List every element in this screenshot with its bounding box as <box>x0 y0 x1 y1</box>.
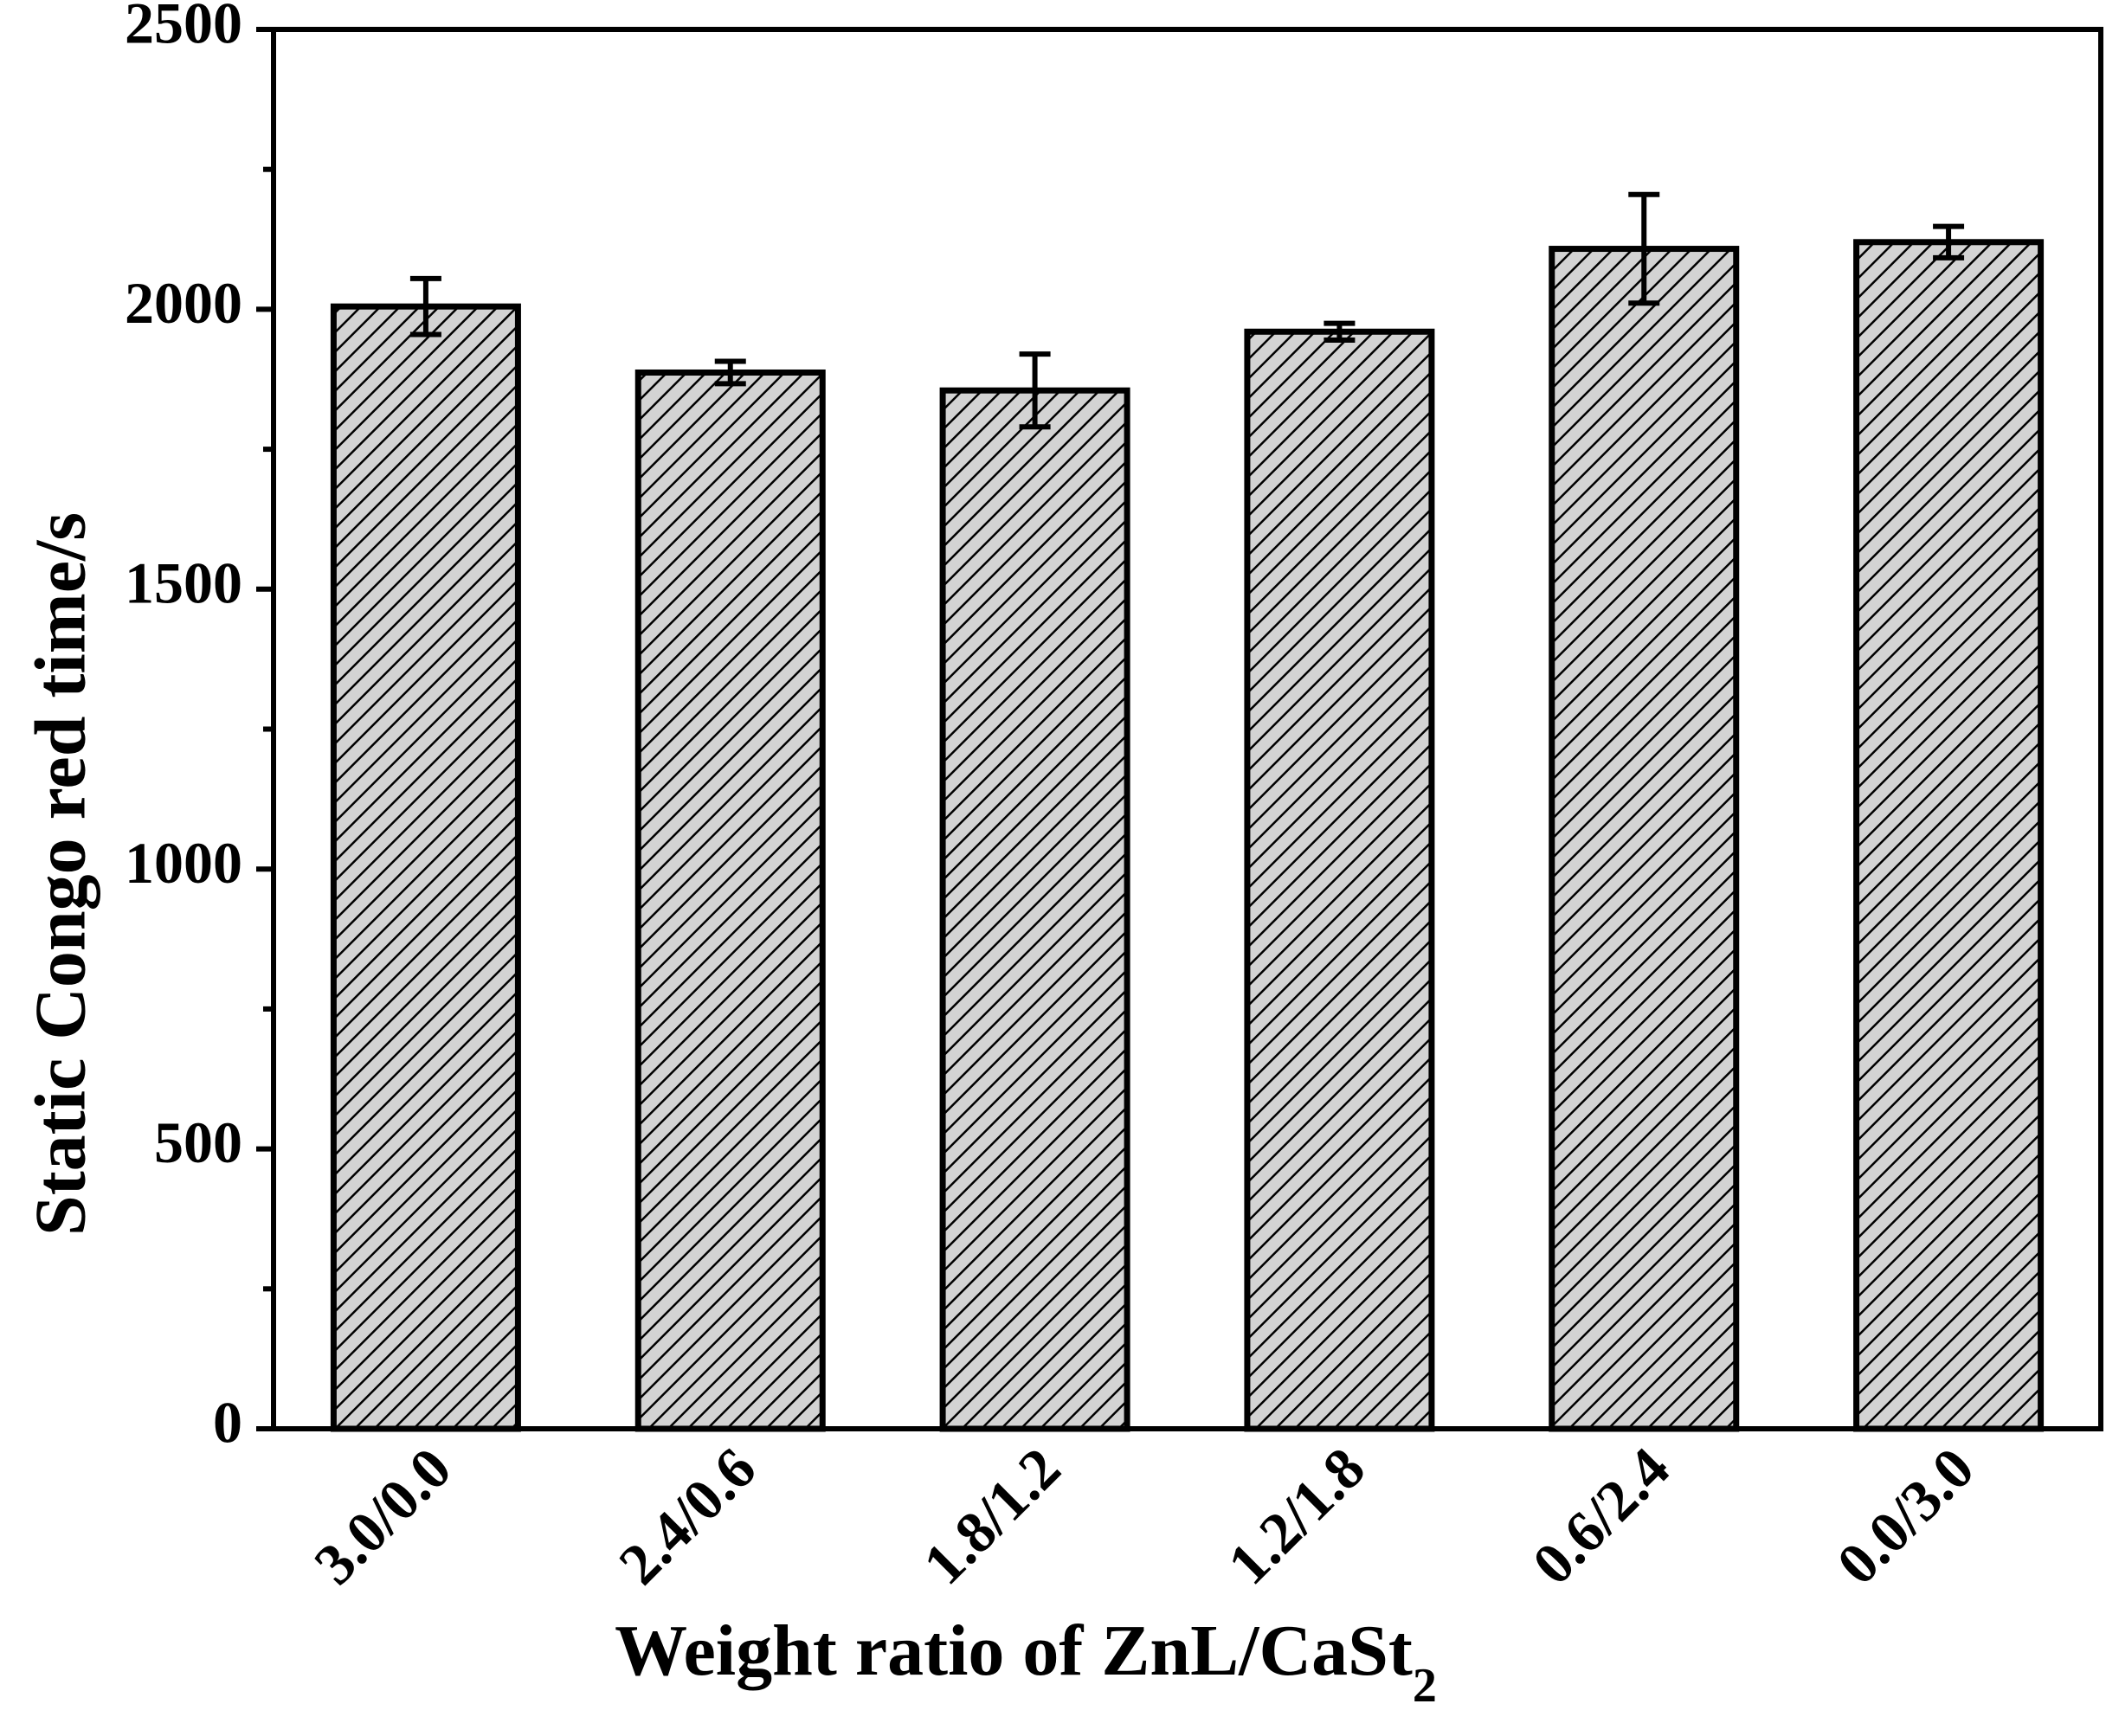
x-tick-label: 0.6/2.4 <box>1520 1435 1682 1597</box>
error-bars-layer <box>409 191 1965 430</box>
bar <box>634 369 826 1432</box>
bar <box>1244 328 1435 1432</box>
y-tick-label: 500 <box>154 1109 242 1175</box>
error-bar <box>714 358 746 387</box>
bar <box>1853 239 2045 1432</box>
y-tick-label: 2500 <box>125 0 242 56</box>
x-axis-title-subscript: 2 <box>1413 1659 1437 1713</box>
x-axis-title: Weight ratio of ZnL/CaSt2 <box>615 1611 1437 1713</box>
plot-frame <box>271 27 2103 1431</box>
error-bar <box>1933 223 1965 260</box>
error-bar <box>1628 191 1660 306</box>
x-axis-title-main: Weight ratio of ZnL/CaSt <box>615 1611 1413 1691</box>
x-tick-label: 3.0/0.0 <box>301 1435 463 1597</box>
y-tick-label: 0 <box>213 1390 242 1456</box>
x-tick-label: 0.0/3.0 <box>1824 1435 1986 1597</box>
error-bar <box>409 275 441 338</box>
y-axis-title: Static Congo red time/s <box>20 512 100 1236</box>
error-bar <box>1019 351 1051 430</box>
y-tick-label: 1500 <box>125 550 242 615</box>
bar <box>1549 246 1740 1432</box>
error-bar <box>1323 320 1356 343</box>
bars-layer <box>330 239 2045 1432</box>
bar <box>330 303 521 1432</box>
y-tick-label: 1000 <box>125 830 242 896</box>
bar <box>939 387 1130 1432</box>
x-tick-label: 1.2/1.8 <box>1215 1435 1377 1597</box>
x-tick-label: 2.4/0.6 <box>606 1435 768 1597</box>
y-tick-label: 2000 <box>125 270 242 336</box>
axes-layer <box>256 27 2103 1431</box>
x-tick-label: 1.8/1.2 <box>911 1435 1072 1597</box>
